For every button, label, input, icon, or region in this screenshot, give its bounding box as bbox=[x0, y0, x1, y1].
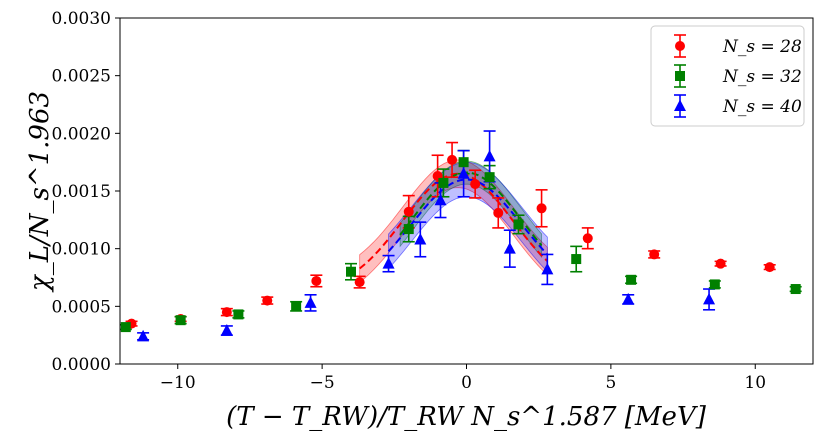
data-point bbox=[137, 329, 150, 342]
data-point bbox=[233, 309, 244, 320]
data-point bbox=[626, 274, 637, 285]
x-axis-ticks: −10 −5 0 5 10 bbox=[160, 364, 766, 393]
data-point bbox=[458, 157, 469, 168]
data-point bbox=[403, 224, 414, 235]
data-point bbox=[414, 232, 427, 245]
x-tick-label: −10 bbox=[160, 373, 196, 393]
data-point bbox=[483, 149, 496, 162]
y-tick-label: 0.0000 bbox=[52, 355, 111, 375]
legend-label: N_s = 28 bbox=[722, 37, 802, 57]
data-point bbox=[484, 172, 495, 183]
y-axis-ticks: 0.0000 0.0005 0.0010 0.0015 0.0020 0.0025 0.00… bbox=[52, 9, 120, 375]
legend-box bbox=[650, 25, 805, 127]
data-point bbox=[703, 292, 716, 305]
data-point bbox=[709, 279, 720, 290]
y-tick-label: 0.0005 bbox=[52, 297, 111, 317]
y-axis-label: χ_L/N_s^1.963 bbox=[25, 91, 55, 293]
legend-marker bbox=[674, 99, 686, 111]
data-point bbox=[536, 203, 547, 214]
y-tick-label: 0.0025 bbox=[52, 67, 111, 87]
data-point bbox=[764, 262, 775, 273]
data-point bbox=[493, 207, 504, 218]
data-point bbox=[447, 154, 458, 165]
x-tick-label: 5 bbox=[605, 373, 616, 393]
data-point bbox=[382, 257, 395, 269]
data-point bbox=[311, 275, 322, 286]
data-point bbox=[715, 258, 726, 269]
data-point bbox=[403, 206, 414, 217]
y-tick-label: 0.0010 bbox=[52, 240, 111, 260]
x-axis-label: (T − T_RW)/T_RW N_s^1.587 [MeV] bbox=[226, 402, 707, 432]
data-point bbox=[221, 307, 232, 318]
data-point bbox=[541, 262, 554, 275]
data-point bbox=[120, 322, 131, 333]
data-point bbox=[346, 266, 356, 277]
data-point bbox=[220, 324, 233, 336]
data-point bbox=[291, 301, 302, 312]
data-point bbox=[571, 254, 582, 265]
data-point bbox=[790, 284, 801, 295]
data-point bbox=[354, 277, 365, 288]
data-point bbox=[582, 233, 593, 244]
data-point bbox=[175, 315, 186, 326]
y-tick-label: 0.0030 bbox=[52, 9, 111, 29]
fit-line bbox=[359, 172, 549, 270]
y-tick-label: 0.0020 bbox=[52, 124, 111, 144]
legend-marker bbox=[675, 41, 685, 51]
x-tick-label: −5 bbox=[310, 373, 335, 393]
data-point bbox=[503, 242, 516, 254]
x-tick-label: 0 bbox=[461, 373, 472, 393]
legend: N_s = 28 N_s = 32 N_s = 40 bbox=[650, 25, 805, 127]
data-point bbox=[513, 219, 524, 230]
fit-band bbox=[399, 160, 542, 259]
data-point bbox=[470, 179, 481, 190]
x-tick-label: 10 bbox=[744, 373, 766, 393]
legend-label: N_s = 32 bbox=[722, 67, 802, 87]
fit-line bbox=[399, 171, 543, 247]
data-markers bbox=[120, 149, 801, 342]
legend-marker bbox=[675, 71, 685, 81]
data-point bbox=[262, 295, 273, 306]
data-point bbox=[457, 167, 470, 179]
data-point bbox=[434, 193, 447, 206]
data-point bbox=[438, 177, 449, 188]
data-point bbox=[622, 292, 635, 305]
data-point bbox=[649, 249, 660, 260]
data-point bbox=[304, 296, 317, 308]
y-tick-label: 0.0015 bbox=[52, 182, 111, 202]
legend-label: N_s = 40 bbox=[722, 97, 802, 117]
